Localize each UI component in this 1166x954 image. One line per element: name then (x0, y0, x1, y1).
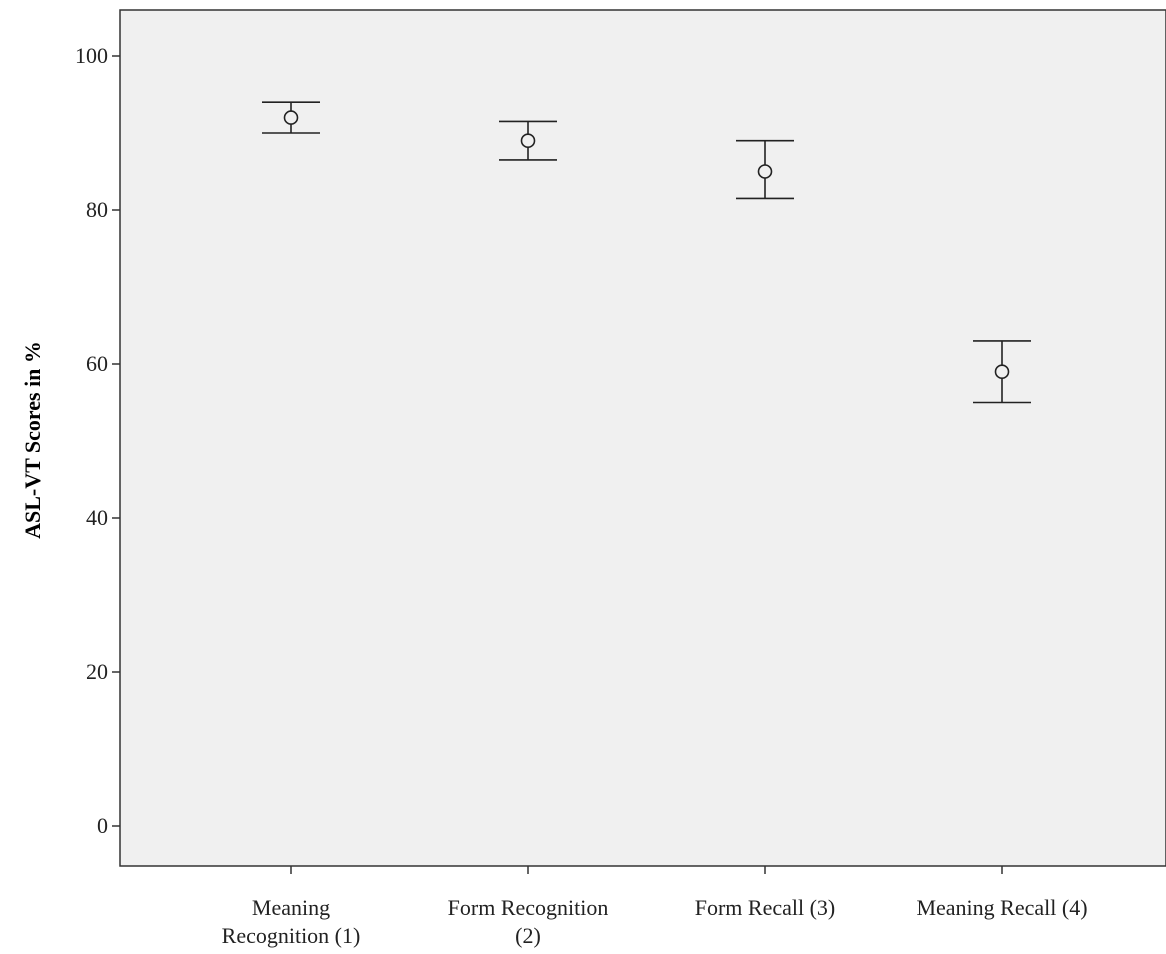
error-bar-group (499, 120, 557, 161)
error-bars (262, 101, 1031, 404)
y-axis-title: ASL-VT Scores in % (20, 341, 45, 539)
category-label: Meaning Recognition (1) (222, 895, 361, 948)
y-tick-label: 40 (86, 505, 108, 530)
mean-point (520, 133, 536, 148)
category-label: Meaning Recall (4) (916, 895, 1087, 920)
y-tick-label: 20 (86, 659, 108, 684)
x-axis-ticks: Meaning Recognition (1) Form Recognition (2… (222, 866, 1088, 948)
y-tick-label: 100 (75, 43, 108, 68)
mean-point (283, 110, 299, 125)
y-tick-label: 60 (86, 351, 108, 376)
y-tick-label: 80 (86, 197, 108, 222)
mean-point (994, 364, 1010, 380)
y-axis-ticks: 0 20 40 60 80 100 (75, 43, 120, 838)
error-bar-group (736, 139, 794, 200)
error-bar-group (973, 340, 1031, 404)
category-label: Form Recall (3) (695, 895, 836, 920)
error-bar-group (262, 101, 320, 134)
category-label: Form Recognition (2) (448, 895, 609, 948)
y-tick-label: 0 (97, 813, 108, 838)
plot-area (119, 9, 1166, 867)
mean-point (757, 164, 773, 179)
